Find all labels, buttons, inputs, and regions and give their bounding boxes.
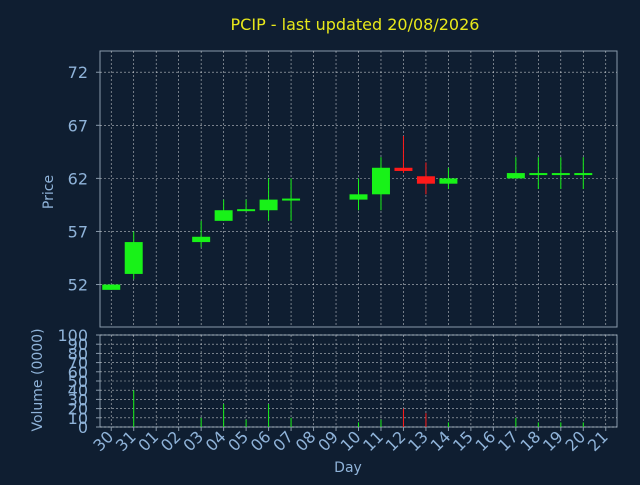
- candle-body: [551, 173, 570, 176]
- price-tick-label: 62: [68, 169, 88, 188]
- candle-body: [237, 209, 256, 212]
- candle-body: [574, 173, 593, 176]
- x-axis-label: Day: [334, 460, 362, 476]
- volume-tick-label: 20: [68, 400, 88, 419]
- chart-title: PCIP - last updated 20/08/2026: [231, 15, 480, 34]
- volume-tick-label: 10: [68, 409, 88, 428]
- candle-body: [124, 242, 143, 274]
- price-tick-label: 57: [68, 222, 88, 241]
- volume-tick-label: 100: [57, 326, 88, 345]
- candle-body: [259, 199, 278, 211]
- volume-tick-label: 80: [68, 344, 88, 363]
- volume-tick-label: 60: [68, 363, 88, 382]
- candle-body: [214, 210, 233, 221]
- volume-tick-label: 70: [68, 354, 88, 373]
- volume-axis-label: Volume (0000): [30, 328, 46, 431]
- volume-tick-label: 50: [68, 372, 88, 391]
- candle-body: [439, 178, 458, 184]
- price-tick-label: 67: [68, 116, 88, 135]
- candle-body: [529, 173, 548, 176]
- price-tick-label: 52: [68, 276, 88, 295]
- candle-body: [192, 236, 211, 243]
- candle-body: [506, 173, 525, 179]
- candle-body: [282, 198, 301, 201]
- volume-tick-label: 30: [68, 390, 88, 409]
- x-tick-labels: 3031010203040506070809101112131415161718…: [89, 427, 612, 455]
- price-tick-label: 72: [68, 63, 88, 82]
- candle-body: [371, 167, 390, 195]
- volume-tick-label: 90: [68, 335, 88, 354]
- candle-body: [349, 194, 368, 200]
- candle-body: [416, 176, 435, 184]
- price-panel: 52 57 62 67 72: [68, 50, 618, 328]
- volume-tick-label: 0: [78, 418, 88, 437]
- candle-body: [102, 284, 121, 290]
- candle-body: [394, 167, 413, 171]
- price-axis-label: Price: [41, 175, 57, 209]
- volume-tick-label: 40: [68, 381, 88, 400]
